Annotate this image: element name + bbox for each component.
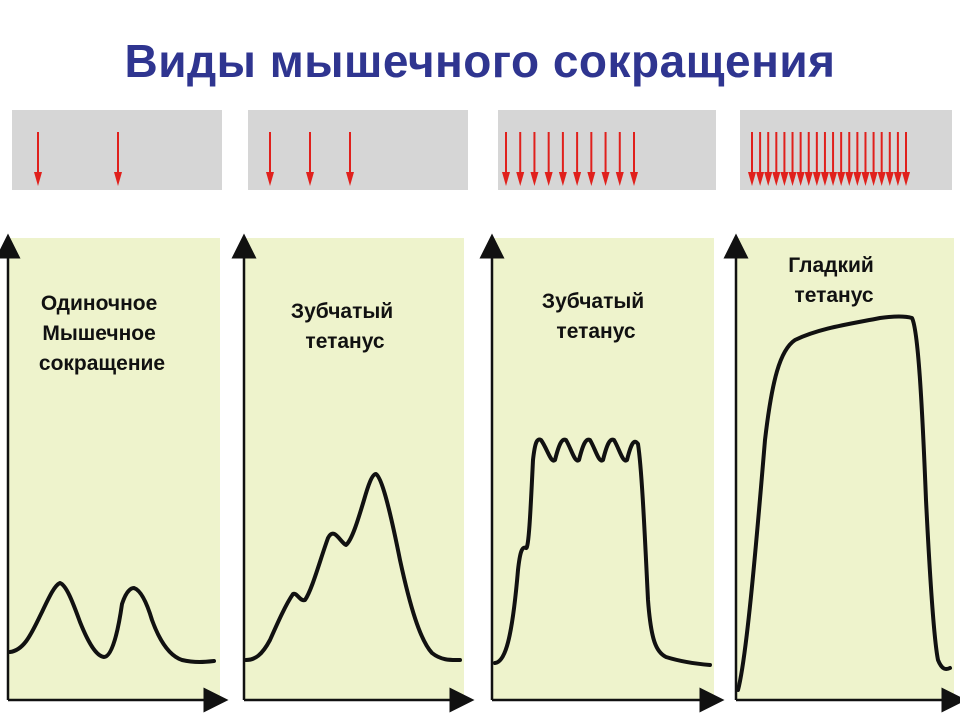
stimulus-arrow-icon <box>756 132 765 186</box>
contraction-curve <box>736 314 952 692</box>
stimulus-arrow-icon <box>544 132 553 186</box>
stimulus-arrow-icon <box>788 132 797 186</box>
panel-label: Зубчатый тетанус <box>542 290 650 343</box>
stimulus-arrows <box>748 132 910 186</box>
stimulus-bar <box>740 110 952 190</box>
stimulus-arrow-icon <box>772 132 781 186</box>
plot-area <box>244 238 464 700</box>
panel-label-line: Зубчатый <box>542 290 644 313</box>
panel-label-line: Зубчатый <box>291 300 393 323</box>
stimulus-arrow-icon <box>877 132 886 186</box>
panel-label-line: сокращение <box>39 352 165 375</box>
stimulus-arrow-icon <box>885 132 894 186</box>
stimulus-arrow-icon <box>516 132 525 186</box>
plot-area <box>736 238 954 700</box>
stimulus-arrow-icon <box>845 132 854 186</box>
stimulus-arrow-icon <box>587 132 596 186</box>
stimulus-arrow-icon <box>530 132 539 186</box>
stimulus-arrow-icon <box>615 132 624 186</box>
stimulus-arrow-icon <box>601 132 610 186</box>
stimulus-arrow-icon <box>306 132 314 186</box>
panel-label-line: тетанус <box>556 320 635 343</box>
stimulus-arrows <box>266 132 354 186</box>
plot-area <box>492 238 714 700</box>
panel-serrated-tetanus-low: Зубчатый тетанус <box>231 110 475 713</box>
stimulus-arrow-icon <box>558 132 567 186</box>
stimulus-arrow-icon <box>630 132 638 186</box>
plot-area <box>8 238 220 700</box>
stimulus-arrow-icon <box>114 132 122 186</box>
stimulus-arrow-icon <box>266 132 274 186</box>
stimulus-arrow-icon <box>502 132 510 186</box>
stimulus-arrow-icon <box>804 132 813 186</box>
stimulus-arrow-icon <box>780 132 789 186</box>
panel-single-twitch: Одиночное Мышечное сокращение <box>0 110 229 713</box>
panel-label: Зубчатый тетанус <box>291 300 399 353</box>
stimulus-arrows <box>502 132 638 186</box>
stimulus-arrow-icon <box>902 132 910 186</box>
stimulus-bar <box>248 110 468 190</box>
stimulus-arrow-icon <box>573 132 582 186</box>
stimulus-arrow-icon <box>829 132 838 186</box>
stimulus-arrow-icon <box>748 132 756 186</box>
stimulus-arrow-icon <box>861 132 870 186</box>
stimulus-arrow-icon <box>812 132 821 186</box>
stimulus-arrow-icon <box>893 132 902 186</box>
stimulus-arrow-icon <box>837 132 846 186</box>
panel-label: Одиночное Мышечное сокращение <box>39 292 165 375</box>
panel-smooth-tetanus: Гладкий тетанус <box>723 110 960 713</box>
panel-label-line: Гладкий <box>788 254 874 277</box>
contraction-curve <box>8 581 216 664</box>
stimulus-arrow-icon <box>346 132 354 186</box>
panel-label-line: Мышечное <box>42 322 155 345</box>
stimulus-arrows <box>34 132 122 186</box>
page-title: Виды мышечного сокращения <box>124 35 836 87</box>
stimulus-arrow-icon <box>820 132 829 186</box>
stimulus-arrow-icon <box>869 132 878 186</box>
stimulus-arrow-icon <box>853 132 862 186</box>
contraction-curve <box>244 472 462 663</box>
contraction-curve <box>493 437 712 667</box>
panel-label-line: тетанус <box>794 284 873 307</box>
panel-label: Гладкий тетанус <box>788 254 879 307</box>
panel-label-line: тетанус <box>305 330 384 353</box>
stimulus-arrow-icon <box>764 132 773 186</box>
stimulus-arrow-icon <box>796 132 805 186</box>
stimulus-arrow-icon <box>34 132 42 186</box>
panel-label-line: Одиночное <box>41 292 157 315</box>
panel-serrated-tetanus-high: Зубчатый тетанус <box>479 110 725 713</box>
